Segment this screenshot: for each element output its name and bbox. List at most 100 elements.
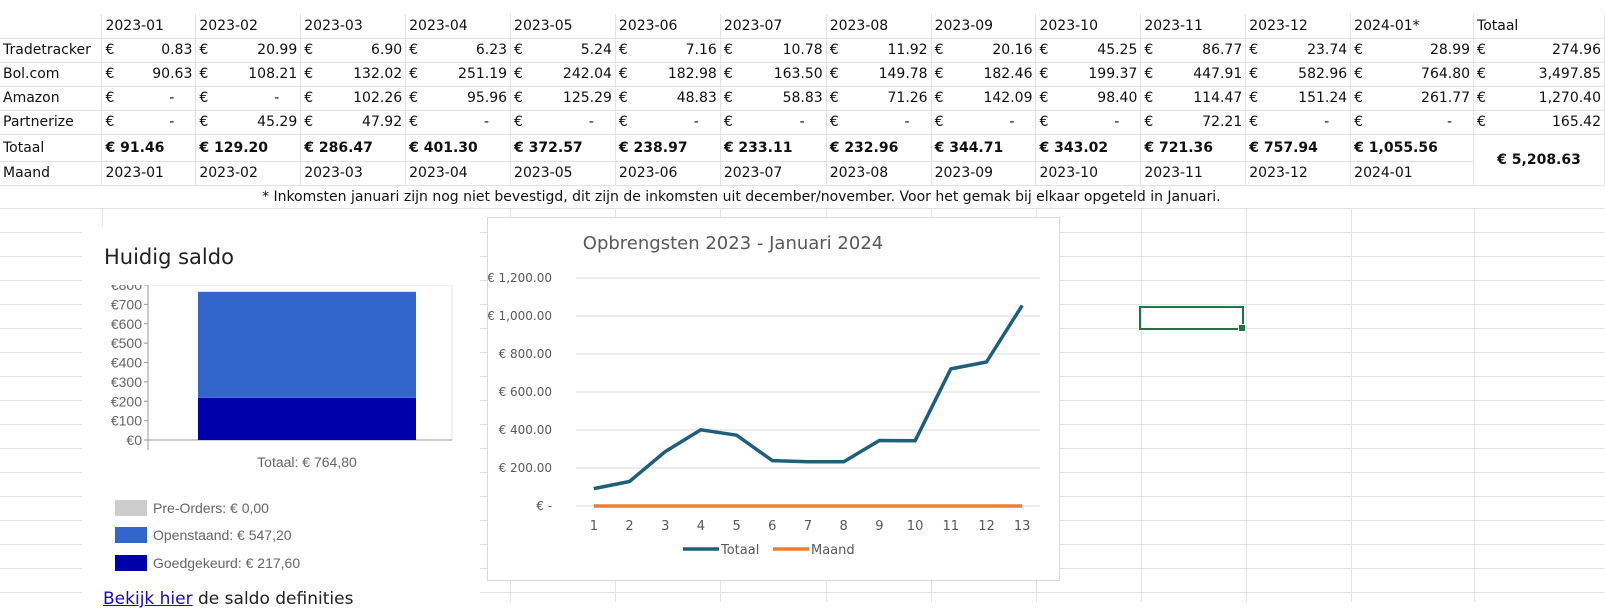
value-cell[interactable]: €182.98 <box>615 62 721 87</box>
value-cell[interactable]: €149.78 <box>826 62 932 87</box>
value-cell[interactable]: €102.26 <box>300 86 407 111</box>
total-cell[interactable]: € 721.36 <box>1140 134 1247 162</box>
header-cell[interactable]: Totaal <box>1473 14 1605 39</box>
month-cell[interactable]: 2023-01 <box>101 161 197 186</box>
value-cell[interactable]: €45.29 <box>195 110 302 135</box>
value-cell[interactable]: €125.29 <box>510 86 616 111</box>
value-cell[interactable]: € - <box>405 110 512 135</box>
value-cell[interactable]: €58.83 <box>720 86 827 111</box>
total-cell[interactable]: € 91.46 <box>101 134 197 162</box>
row-label[interactable]: Bol.com <box>0 62 103 87</box>
month-cell[interactable]: 2023-10 <box>1035 161 1142 186</box>
value-cell[interactable]: € - <box>826 110 932 135</box>
total-cell[interactable]: € 233.11 <box>720 134 827 162</box>
value-cell[interactable]: €582.96 <box>1245 62 1352 87</box>
grand-total-cell[interactable]: € 5,208.63 <box>1473 134 1605 186</box>
value-cell[interactable]: €764.80 <box>1350 62 1475 87</box>
header-cell[interactable]: 2023-07 <box>720 14 827 39</box>
value-cell[interactable]: €242.04 <box>510 62 616 87</box>
header-cell[interactable]: 2023-09 <box>931 14 1037 39</box>
total-label[interactable]: Totaal <box>0 134 103 162</box>
month-cell[interactable]: 2024-01 <box>1350 161 1475 186</box>
header-cell[interactable]: 2023-02 <box>195 14 302 39</box>
value-cell[interactable]: €0.83 <box>101 38 197 63</box>
header-cell[interactable]: 2024-01* <box>1350 14 1475 39</box>
saldo-definitions-link[interactable]: Bekijk hier <box>103 589 193 609</box>
selected-cell[interactable] <box>1139 306 1246 332</box>
month-cell[interactable]: 2023-12 <box>1245 161 1352 186</box>
header-cell[interactable]: 2023-03 <box>300 14 407 39</box>
row-label[interactable]: Amazon <box>0 86 103 111</box>
value-cell[interactable]: € - <box>101 86 197 111</box>
value-cell[interactable]: €28.99 <box>1350 38 1475 63</box>
month-cell[interactable]: 2023-09 <box>931 161 1037 186</box>
value-cell[interactable]: €20.99 <box>195 38 302 63</box>
value-cell[interactable]: €447.91 <box>1140 62 1247 87</box>
value-cell[interactable]: €3,497.85 <box>1473 62 1605 87</box>
total-cell[interactable]: € 401.30 <box>405 134 512 162</box>
value-cell[interactable]: €20.16 <box>931 38 1037 63</box>
value-cell[interactable]: €23.74 <box>1245 38 1352 63</box>
value-cell[interactable]: € - <box>1035 110 1142 135</box>
header-cell[interactable]: 2023-05 <box>510 14 616 39</box>
header-cell[interactable]: 2023-01 <box>101 14 197 39</box>
value-cell[interactable]: €108.21 <box>195 62 302 87</box>
value-cell[interactable]: €165.42 <box>1473 110 1605 135</box>
header-cell[interactable]: 2023-12 <box>1245 14 1352 39</box>
month-label[interactable]: Maand <box>0 161 103 186</box>
value-cell[interactable]: € - <box>615 110 721 135</box>
total-cell[interactable]: € 286.47 <box>300 134 407 162</box>
value-cell[interactable]: €10.78 <box>720 38 827 63</box>
month-cell[interactable]: 2023-06 <box>615 161 721 186</box>
month-cell[interactable]: 2023-03 <box>300 161 407 186</box>
value-cell[interactable]: €251.19 <box>405 62 512 87</box>
value-cell[interactable]: € - <box>510 110 616 135</box>
value-cell[interactable]: €5.24 <box>510 38 616 63</box>
value-cell[interactable]: € - <box>931 110 1037 135</box>
value-cell[interactable]: €95.96 <box>405 86 512 111</box>
total-cell[interactable]: € 344.71 <box>931 134 1037 162</box>
total-cell[interactable]: € 238.97 <box>615 134 721 162</box>
value-cell[interactable]: €11.92 <box>826 38 932 63</box>
month-cell[interactable]: 2023-05 <box>510 161 616 186</box>
value-cell[interactable]: €163.50 <box>720 62 827 87</box>
value-cell[interactable]: € - <box>1245 110 1352 135</box>
total-cell[interactable]: € 343.02 <box>1035 134 1142 162</box>
month-cell[interactable]: 2023-11 <box>1140 161 1247 186</box>
value-cell[interactable]: €45.25 <box>1035 38 1142 63</box>
value-cell[interactable]: €182.46 <box>931 62 1037 87</box>
header-cell[interactable] <box>0 14 103 39</box>
value-cell[interactable]: €90.63 <box>101 62 197 87</box>
value-cell[interactable]: €48.83 <box>615 86 721 111</box>
value-cell[interactable]: €47.92 <box>300 110 407 135</box>
value-cell[interactable]: €6.90 <box>300 38 407 63</box>
value-cell[interactable]: € - <box>195 86 302 111</box>
value-cell[interactable]: €86.77 <box>1140 38 1247 63</box>
value-cell[interactable]: €7.16 <box>615 38 721 63</box>
total-cell[interactable]: € 1,055.56 <box>1350 134 1475 162</box>
value-cell[interactable]: €72.21 <box>1140 110 1247 135</box>
value-cell[interactable]: €142.09 <box>931 86 1037 111</box>
total-cell[interactable]: € 372.57 <box>510 134 616 162</box>
header-cell[interactable]: 2023-10 <box>1035 14 1142 39</box>
value-cell[interactable]: €274.96 <box>1473 38 1605 63</box>
value-cell[interactable]: €151.24 <box>1245 86 1352 111</box>
header-cell[interactable]: 2023-08 <box>826 14 932 39</box>
month-cell[interactable]: 2023-04 <box>405 161 512 186</box>
total-cell[interactable]: € 232.96 <box>826 134 932 162</box>
revenue-chart-panel[interactable]: Opbrengsten 2023 - Januari 2024 € - € 200.… <box>487 217 1060 581</box>
value-cell[interactable]: € - <box>1350 110 1475 135</box>
value-cell[interactable]: €132.02 <box>300 62 407 87</box>
value-cell[interactable]: € - <box>720 110 827 135</box>
header-cell[interactable]: 2023-04 <box>405 14 512 39</box>
value-cell[interactable]: €114.47 <box>1140 86 1247 111</box>
month-cell[interactable]: 2023-07 <box>720 161 827 186</box>
row-label[interactable]: Partnerize <box>0 110 103 135</box>
month-cell[interactable]: 2023-08 <box>826 161 932 186</box>
value-cell[interactable]: €261.77 <box>1350 86 1475 111</box>
total-cell[interactable]: € 129.20 <box>195 134 302 162</box>
total-cell[interactable]: € 757.94 <box>1245 134 1352 162</box>
value-cell[interactable]: €1,270.40 <box>1473 86 1605 111</box>
value-cell[interactable]: €71.26 <box>826 86 932 111</box>
month-cell[interactable]: 2023-02 <box>195 161 302 186</box>
